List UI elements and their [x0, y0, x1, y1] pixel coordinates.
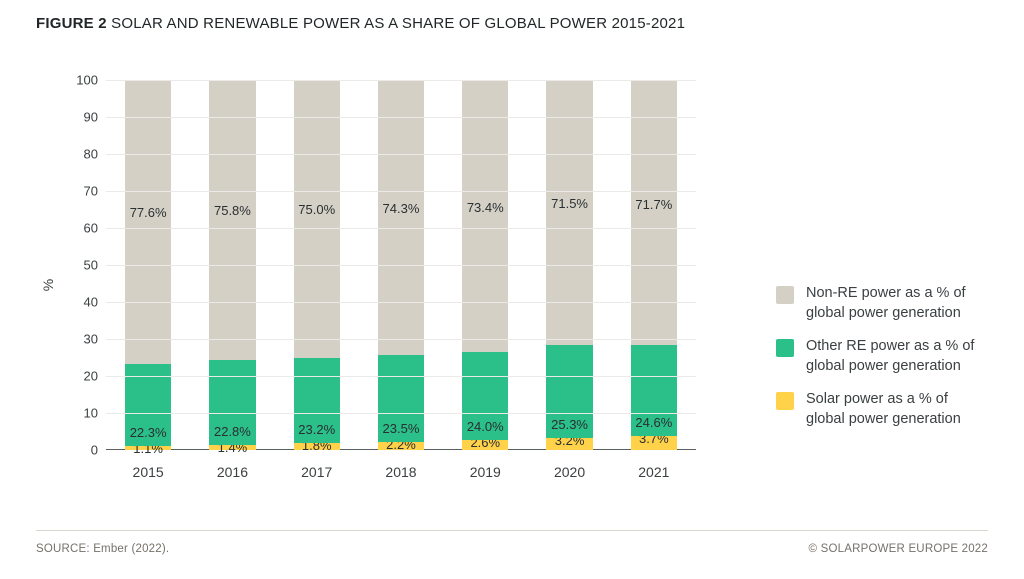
x-tick-label: 2020	[554, 464, 585, 480]
segment-value-label: 24.6%	[635, 415, 672, 430]
y-tick-label: 60	[64, 221, 98, 236]
gridline	[106, 265, 696, 266]
bar-segment-solar: 1.1%	[125, 446, 171, 450]
segment-value-label: 73.4%	[467, 200, 504, 215]
figure-number: FIGURE 2	[36, 15, 107, 32]
bar-segment-other_re: 22.8%	[209, 360, 255, 444]
bar-segment-non_re: 75.8%	[209, 80, 255, 360]
segment-value-label: 75.0%	[298, 202, 335, 217]
x-tick-label: 2019	[470, 464, 501, 480]
segment-value-label: 22.3%	[130, 425, 167, 440]
bar-segment-non_re: 73.4%	[462, 80, 508, 352]
y-tick-label: 90	[64, 110, 98, 125]
legend-label: Solar power as a % of global power gener…	[806, 390, 982, 429]
x-tick-label: 2017	[301, 464, 332, 480]
legend-item-solar: Solar power as a % of global power gener…	[776, 390, 982, 429]
x-tick-label: 2015	[133, 464, 164, 480]
legend-item-other_re: Other RE power as a % of global power ge…	[776, 337, 982, 376]
segment-value-label: 71.5%	[551, 196, 588, 211]
plot-region: 1.1%22.3%77.6%20151.4%22.8%75.8%20161.8%…	[106, 80, 696, 450]
bar-segment-solar: 2.6%	[462, 440, 508, 450]
bar-segment-other_re: 25.3%	[546, 345, 592, 439]
bar-segment-solar: 1.4%	[209, 445, 255, 450]
legend-label: Non-RE power as a % of global power gene…	[806, 284, 982, 323]
figure-title: FIGURE 2 SOLAR AND RENEWABLE POWER AS A …	[36, 15, 685, 32]
gridline	[106, 80, 696, 81]
gridline	[106, 413, 696, 414]
bar-segment-solar: 3.2%	[546, 438, 592, 450]
legend: Non-RE power as a % of global power gene…	[776, 284, 982, 443]
legend-item-non_re: Non-RE power as a % of global power gene…	[776, 284, 982, 323]
legend-swatch	[776, 392, 794, 410]
legend-swatch	[776, 339, 794, 357]
segment-value-label: 77.6%	[130, 205, 167, 220]
bar-segment-non_re: 74.3%	[378, 80, 424, 355]
bar-segment-non_re: 71.5%	[546, 80, 592, 345]
y-tick-label: 50	[64, 258, 98, 273]
figure-subtitle: SOLAR AND RENEWABLE POWER AS A SHARE OF …	[107, 15, 685, 32]
segment-value-label: 22.8%	[214, 424, 251, 439]
bar-segment-other_re: 24.6%	[631, 345, 677, 436]
gridline	[106, 154, 696, 155]
segment-value-label: 71.7%	[635, 197, 672, 212]
legend-swatch	[776, 286, 794, 304]
footer-rule	[36, 530, 988, 531]
y-tick-label: 0	[64, 443, 98, 458]
bar-segment-non_re: 77.6%	[125, 80, 171, 364]
gridline	[106, 228, 696, 229]
segment-value-label: 75.8%	[214, 203, 251, 218]
bar-segment-solar: 1.8%	[294, 443, 340, 450]
copyright-text: © SOLARPOWER EUROPE 2022	[809, 543, 988, 555]
bar-segment-other_re: 23.5%	[378, 355, 424, 442]
segment-value-label: 23.2%	[298, 422, 335, 437]
bar-segment-other_re: 23.2%	[294, 358, 340, 444]
y-axis-label: %	[40, 279, 56, 291]
y-tick-label: 100	[64, 73, 98, 88]
x-tick-label: 2016	[217, 464, 248, 480]
segment-value-label: 23.5%	[383, 421, 420, 436]
bar-segment-other_re: 24.0%	[462, 352, 508, 441]
chart-area: % 1.1% 22.3% 77.6% 2015 1.4% 22.8% 75.8% 2016 1.…	[36, 80, 736, 490]
gridline	[106, 302, 696, 303]
legend-label: Other RE power as a % of global power ge…	[806, 337, 982, 376]
y-tick-label: 30	[64, 332, 98, 347]
gridline	[106, 339, 696, 340]
segment-value-label: 74.3%	[383, 201, 420, 216]
y-tick-label: 70	[64, 184, 98, 199]
x-tick-label: 2021	[638, 464, 669, 480]
source-text: SOURCE: Ember (2022).	[36, 543, 169, 555]
segment-value-label: 25.3%	[551, 417, 588, 432]
gridline	[106, 376, 696, 377]
segment-value-label: 24.0%	[467, 419, 504, 434]
bar-segment-solar: 3.7%	[631, 436, 677, 450]
y-tick-label: 20	[64, 369, 98, 384]
figure-container: FIGURE 2 SOLAR AND RENEWABLE POWER AS A …	[0, 0, 1024, 579]
bar-segment-non_re: 71.7%	[631, 80, 677, 345]
x-tick-label: 2018	[385, 464, 416, 480]
gridline	[106, 191, 696, 192]
bar-segment-solar: 2.2%	[378, 442, 424, 450]
bar-segment-non_re: 75.0%	[294, 80, 340, 358]
y-tick-label: 40	[64, 295, 98, 310]
y-tick-label: 80	[64, 147, 98, 162]
gridline	[106, 117, 696, 118]
y-tick-label: 10	[64, 406, 98, 421]
